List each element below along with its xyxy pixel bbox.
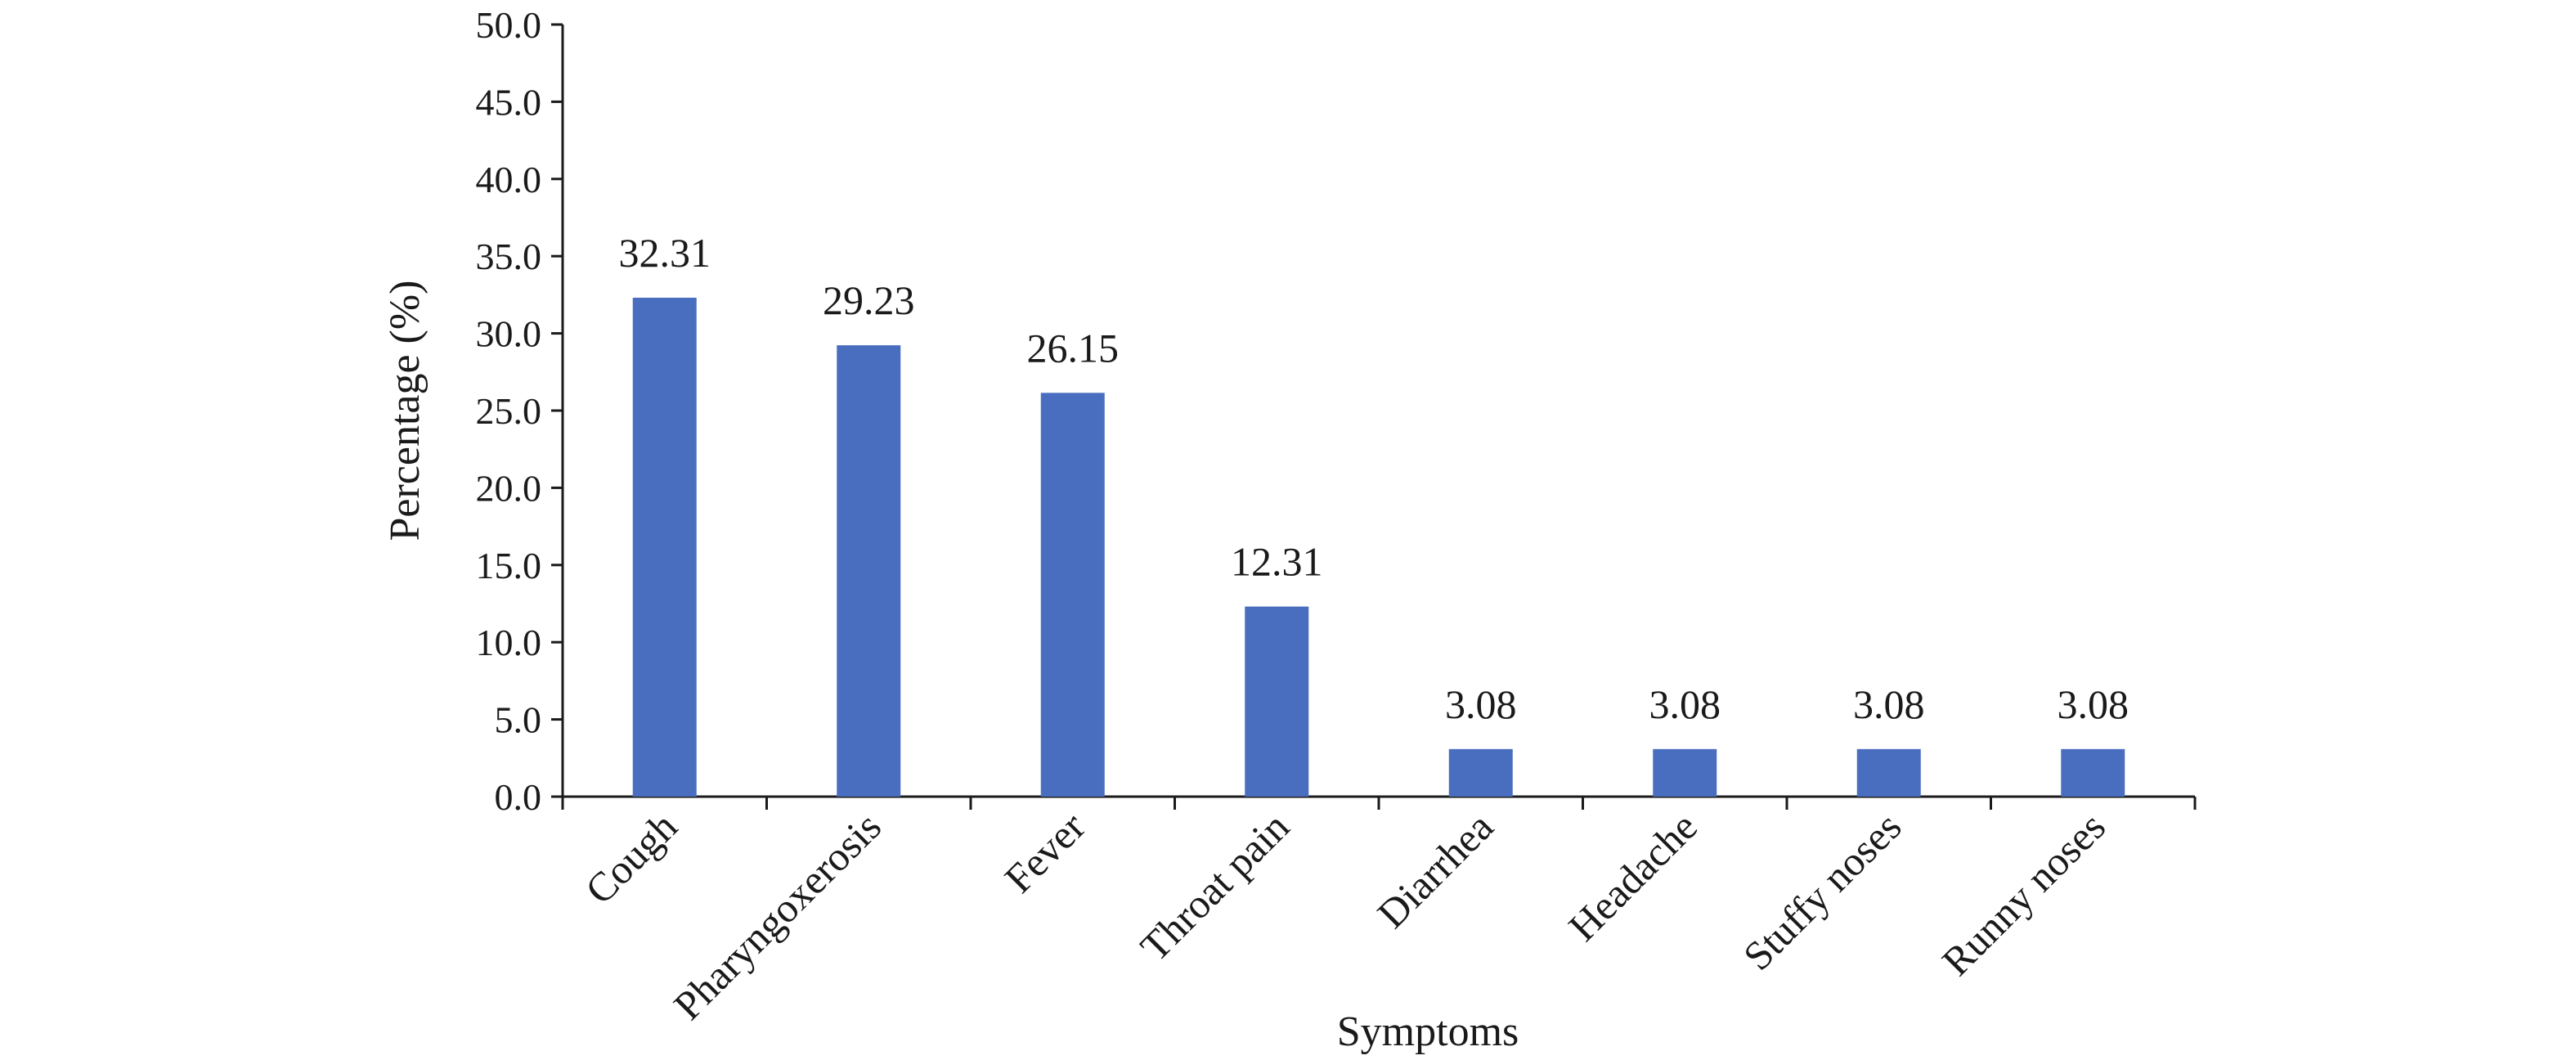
data-label: 12.31: [1231, 539, 1323, 585]
data-label: 29.23: [823, 277, 915, 323]
y-tick-label: 35.0: [476, 236, 542, 277]
y-tick-label: 15.0: [476, 545, 542, 586]
bar: [1856, 748, 1921, 797]
x-category-label: Cough: [577, 803, 686, 913]
y-axis-title: Percentage (%): [382, 280, 429, 541]
y-tick-label: 10.0: [476, 622, 542, 663]
data-label: 26.15: [1027, 325, 1120, 371]
x-category-label: Stuffy noses: [1735, 803, 1910, 979]
x-category-label: Pharyngoxerosis: [665, 803, 890, 1028]
bar: [1653, 748, 1717, 797]
y-tick-label: 20.0: [476, 467, 542, 509]
bar: [1040, 393, 1105, 797]
x-axis-title: Symptoms: [1337, 1008, 1519, 1055]
bar: [632, 297, 697, 797]
y-tick-label: 25.0: [476, 390, 542, 432]
y-tick-label: 40.0: [476, 159, 542, 200]
data-label: 32.31: [619, 230, 711, 276]
x-category-label: Runny noses: [1933, 803, 2114, 984]
y-tick-label: 45.0: [476, 81, 542, 123]
y-tick-label: 50.0: [476, 4, 542, 46]
bars: [632, 297, 2125, 797]
y-tick-label: 30.0: [476, 313, 542, 355]
bar: [2061, 748, 2125, 797]
y-tick-label: 5.0: [495, 699, 542, 741]
data-label: 3.08: [2058, 681, 2129, 727]
y-axis: 0.0 5.0 10.0 15.0 20.0 25.0 30.0 35.0 40.0 45.0 50…: [476, 4, 564, 818]
x-category-label: Throat pain: [1131, 803, 1298, 970]
data-label: 3.08: [1649, 681, 1721, 727]
y-tick-label: 0.0: [495, 776, 542, 818]
data-label: 3.08: [1445, 681, 1517, 727]
bar: [1448, 748, 1513, 797]
data-label: 3.08: [1853, 681, 1925, 727]
x-category-label: Fever: [995, 803, 1093, 901]
x-category-label: Diarrhea: [1368, 803, 1501, 936]
x-category-label: Headache: [1560, 803, 1706, 950]
data-labels: 32.31 29.23 26.15 12.31 3.08 3.08 3.08 3.08: [619, 230, 2129, 727]
bar: [837, 345, 901, 797]
bar: [1245, 606, 1309, 797]
